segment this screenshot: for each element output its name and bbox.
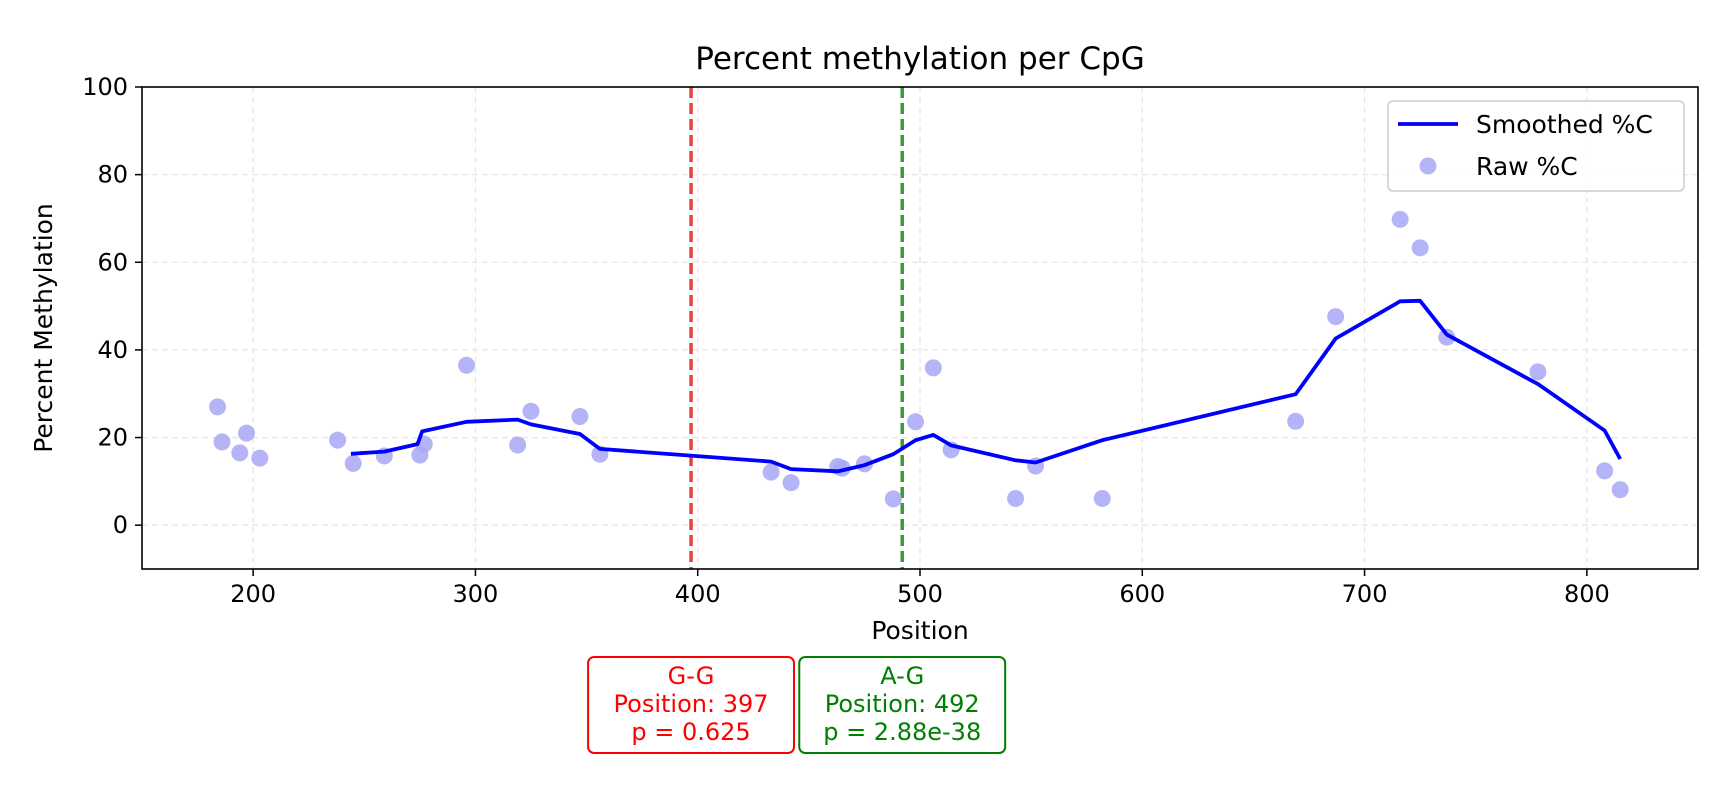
y-tick-label: 40 (97, 336, 128, 364)
x-tick-label: 600 (1119, 580, 1165, 608)
raw-point (782, 474, 800, 492)
x-axis-ticks: 200 300 400 500 600 700 800 (230, 569, 1610, 608)
raw-point (907, 413, 925, 431)
legend-swatch-point (1419, 157, 1437, 175)
x-axis-label: Position (871, 616, 968, 645)
x-tick-label: 400 (675, 580, 721, 608)
raw-point (344, 454, 362, 472)
raw-point (1327, 308, 1345, 326)
raw-point (522, 402, 540, 420)
raw-point (509, 436, 527, 454)
y-tick-label: 80 (97, 161, 128, 189)
annotation-text: G-G (668, 662, 715, 690)
raw-point (1287, 412, 1305, 430)
annotation-text: Position: 492 (825, 690, 980, 718)
annotation-text: Position: 397 (614, 690, 769, 718)
y-tick-label: 20 (97, 424, 128, 452)
raw-point (1529, 363, 1547, 381)
raw-point (251, 449, 269, 467)
raw-point (884, 490, 902, 508)
smoothed-line (350, 298, 1622, 474)
raw-point (1596, 462, 1614, 480)
y-axis-label: Percent Methylation (29, 203, 58, 453)
grid (142, 86, 1698, 569)
legend-label: Raw %C (1476, 152, 1578, 181)
chart-title: Percent methylation per CpG (695, 41, 1144, 77)
raw-point (213, 433, 231, 451)
legend-label: Smoothed %C (1476, 110, 1653, 139)
raw-point (329, 431, 347, 449)
x-tick-label: 500 (897, 580, 943, 608)
annotation-text: p = 0.625 (631, 718, 750, 746)
raw-point (237, 424, 255, 442)
y-axis-ticks: 0 20 40 60 80 100 (82, 73, 142, 539)
raw-point (571, 408, 589, 426)
raw-point (231, 444, 249, 462)
x-tick-label: 200 (230, 580, 276, 608)
raw-point (1007, 489, 1025, 507)
raw-point (1438, 328, 1456, 346)
raw-point (762, 463, 780, 481)
y-tick-label: 0 (113, 511, 128, 539)
legend-box (1387, 100, 1685, 192)
raw-point (1093, 489, 1111, 507)
raw-point (1411, 239, 1429, 257)
raw-point (458, 356, 476, 374)
annotation-text: p = 2.88e-38 (823, 718, 981, 746)
x-tick-label: 700 (1342, 580, 1388, 608)
legend: Smoothed %C Raw %C (1387, 100, 1685, 192)
x-tick-label: 800 (1564, 580, 1610, 608)
annotation-box (587, 656, 795, 754)
raw-point (1391, 210, 1409, 228)
raw-point (1611, 481, 1629, 499)
annotation-lines (689, 87, 904, 569)
y-tick-label: 100 (82, 73, 128, 101)
raw-point (209, 398, 227, 416)
raw-point (924, 359, 942, 377)
annotation-text: A-G (880, 662, 924, 690)
annotation-box (798, 656, 1007, 754)
y-tick-label: 60 (97, 248, 128, 276)
x-tick-label: 300 (453, 580, 499, 608)
smoothed-line-group (350, 298, 1622, 474)
